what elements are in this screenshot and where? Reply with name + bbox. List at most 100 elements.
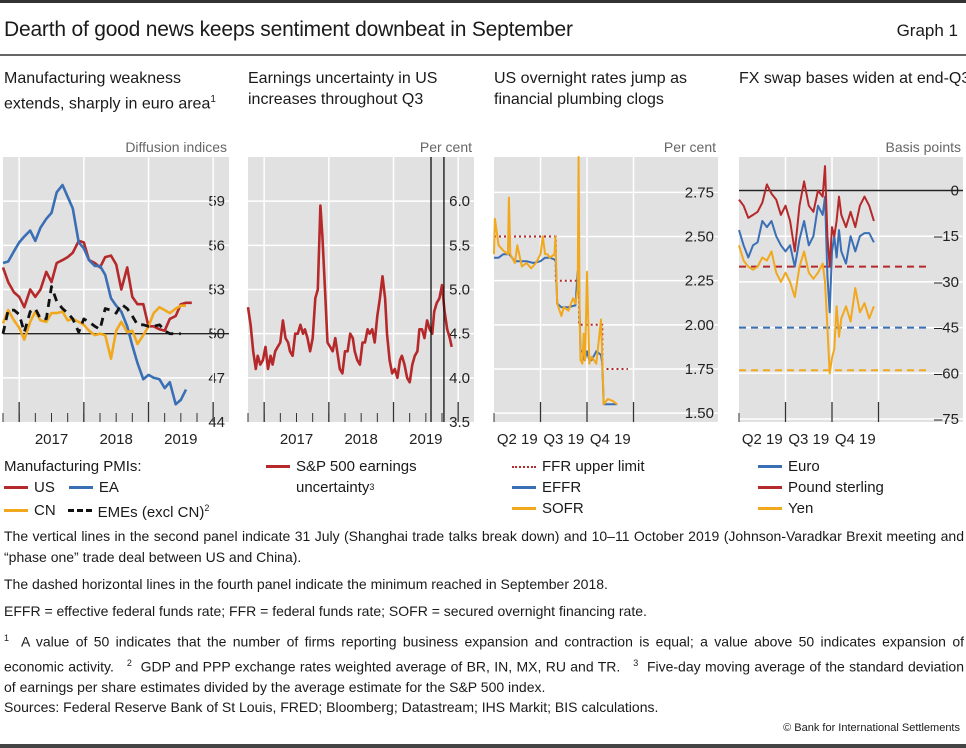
panel-4-series-yen [738, 245, 875, 375]
graph-label: Graph 1 [896, 21, 958, 40]
footnote-3-mark: 3 [633, 657, 639, 668]
sources: Sources: Federal Reserve Bank of St Loui… [4, 699, 659, 715]
panel-4-title: FX swap bases widen at end-Q3 [739, 70, 966, 87]
legend-label-emes: EMEs (excl CN)2 [98, 498, 210, 523]
panel-3-y-tick-label: 2.25 [685, 273, 714, 290]
panel-1-unit-label: Diffusion indices [125, 139, 227, 155]
panel-4-series-euro [738, 195, 875, 314]
legend-label-us: US [34, 479, 55, 496]
legend-row: uncertainty 3 [266, 477, 417, 498]
legend-label-ea: EA [98, 479, 119, 496]
panel-2-unit-label: Per cent [420, 139, 472, 155]
panel-4-series-pound-sterling [738, 165, 875, 268]
legend-swatch-cn [4, 509, 28, 512]
panel-1-title: Manufacturing weakness extends, sharply … [4, 68, 236, 114]
legend-panel-1: Manufacturing PMIs: US EA CN EMEs (excl … [4, 456, 209, 523]
legend-swatch-sterling [758, 486, 782, 489]
panel-1-y-tick-label: 59 [208, 193, 225, 210]
legend-label-sterling: Pound sterling [788, 479, 884, 496]
panel-3-plot-area [494, 157, 718, 422]
legend-label-ffr: FFR upper limit [542, 458, 645, 475]
panel-3-x-tick-label: Q3 19 [543, 431, 584, 448]
legend-label-yen: Yen [788, 500, 814, 517]
copyright: © Bank for International Settlements [783, 722, 960, 734]
panel-4-y-tick-label: –60 [934, 365, 959, 382]
legend-title: Manufacturing PMIs: [4, 458, 142, 475]
panel-4-y-tick-label: –15 [934, 228, 959, 245]
panel-2-y-tick-label: 3.5 [449, 414, 470, 431]
panel-1-y-tick-label: 56 [208, 237, 225, 254]
note-abbreviations: EFFR = effective federal funds rate; FFR… [4, 603, 647, 619]
panel-4-x-tick-label: Q2 19 [742, 431, 783, 448]
panel-3-y-tick-label: 1.75 [685, 361, 714, 378]
panel-1-y-tick-label: 44 [208, 414, 225, 431]
footnote-2-mark: 2 [126, 657, 132, 668]
legend-panel-4: Euro Pound sterling Yen [758, 456, 884, 519]
legend-label-emes-footnote: 2 [204, 503, 210, 513]
legend-row: EFFR [512, 477, 645, 498]
legend-row: Yen [758, 498, 884, 519]
panel-3-series-sofr [493, 156, 618, 406]
panel-4-x-tick-label: Q3 19 [788, 431, 829, 448]
panel-2-y-tick-label: 6.0 [449, 193, 470, 210]
panel-3-unit-label: Per cent [664, 139, 716, 155]
legend-label-sp500-line1: S&P 500 earnings [296, 458, 417, 475]
legend-swatch-effr [512, 486, 536, 489]
panel-2-y-tick-label: 4.0 [449, 370, 470, 387]
panel-3-y-tick-label: 2.00 [685, 317, 714, 334]
legend-swatch-us [4, 486, 28, 489]
figure-title: Dearth of good news keeps sentiment down… [4, 18, 573, 41]
legend-row: Euro [758, 456, 884, 477]
panel-1-x-tick-label: 2017 [35, 431, 68, 448]
panel-4-x-tick-label: Q4 19 [835, 431, 876, 448]
panel-2-x-tick-label: 2017 [280, 431, 313, 448]
panel-3-y-tick-label: 1.50 [685, 405, 714, 422]
panel-2-x-tick-label: 2019 [409, 431, 442, 448]
legend-panel-2: S&P 500 earnings uncertainty 3 [266, 456, 417, 498]
legend-panel-3: FFR upper limit EFFR SOFR [512, 456, 645, 519]
panel-4-y-tick-label: –75 [934, 411, 959, 428]
panel-1-y-tick-label: 47 [208, 370, 225, 387]
legend-swatch-euro [758, 465, 782, 468]
panel-3-y-tick-label: 2.50 [685, 229, 714, 246]
legend-label-euro: Euro [788, 458, 820, 475]
legend-row: FFR upper limit [512, 456, 645, 477]
legend-swatch-emes [67, 509, 92, 512]
panel-4-unit-label: Basis points [886, 139, 961, 155]
panel-1-title-text: Manufacturing weakness extends, sharply … [4, 70, 211, 113]
panel-4-plot-area [739, 157, 963, 422]
footnote-2: GDP and PPP exchange rates weighted aver… [140, 658, 621, 675]
panel-1-title-footnote: 1 [210, 94, 216, 105]
panel-2-y-tick-label: 5.0 [449, 282, 470, 299]
legend-label-emes-text: EMEs (excl CN) [97, 504, 205, 521]
panel-3-x-tick-label: Q4 19 [590, 431, 631, 448]
bottom-rule [0, 744, 966, 748]
panel-3-x-tick-label: Q2 19 [497, 431, 538, 448]
panel-2-x-tick-label: 2018 [344, 431, 377, 448]
footnote-1: A value of 50 indicates that the number … [4, 633, 964, 675]
footnote-1-mark: 1 [4, 633, 10, 643]
panel-1-series-emes-excl-cn- [1, 285, 181, 336]
legend-swatch-yen [758, 507, 782, 510]
legend-swatch-sofr [512, 507, 536, 510]
top-rule [0, 0, 966, 3]
panel-4-y-tick-label: –45 [934, 320, 959, 337]
note-dashed-lines: The dashed horizontal lines in the fourt… [4, 576, 608, 592]
legend-row: S&P 500 earnings [266, 456, 417, 477]
legend-row: CN EMEs (excl CN)2 [4, 498, 209, 523]
panel-2-y-tick-label: 4.5 [449, 326, 470, 343]
panel-1-series-cn [1, 304, 186, 361]
title-rule [0, 54, 966, 56]
legend-swatch-sp500 [266, 465, 290, 468]
footnote-3: Five-day moving average of the standard … [4, 658, 964, 696]
legend-label-sp500-footnote: 3 [369, 482, 375, 492]
legend-swatch-ffr [512, 465, 536, 468]
panel-1-x-tick-label: 2018 [99, 431, 132, 448]
legend-row: US EA [4, 477, 209, 498]
panel-3-y-tick-label: 2.75 [685, 184, 714, 201]
panel-2-title: Earnings uncertainty in US increases thr… [248, 70, 438, 108]
note-vertical-lines: The vertical lines in the second panel i… [4, 528, 964, 565]
footnotes: 1 A value of 50 indicates that the numbe… [4, 628, 964, 698]
legend-label-effr: EFFR [542, 479, 582, 496]
